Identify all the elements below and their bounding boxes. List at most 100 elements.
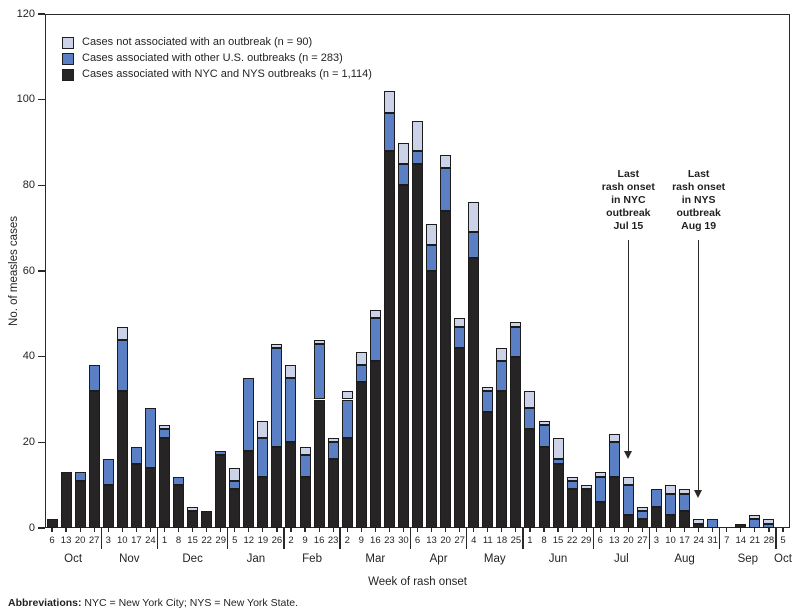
- month-label: Aug: [674, 553, 695, 565]
- week-tick: [163, 528, 166, 532]
- bar-segment: [693, 523, 705, 528]
- legend-item: Cases not associated with an outbreak (n…: [62, 36, 372, 49]
- bar-segment: [383, 151, 395, 528]
- bar-segment: [313, 399, 325, 528]
- bar-segment: [608, 442, 620, 477]
- week-tick: [726, 528, 728, 532]
- legend-item: Cases associated with other U.S. outbrea…: [62, 52, 372, 65]
- bar-segment: [608, 433, 620, 443]
- bar-segment: [229, 468, 241, 481]
- y-axis-tick: [38, 527, 45, 529]
- bar-segment: [440, 155, 452, 169]
- footnote-text: NYC = New York City; NYS = New York Stat…: [81, 597, 299, 609]
- bar-segment: [440, 211, 452, 528]
- bar-segment: [285, 378, 297, 443]
- week-label: 17: [131, 535, 142, 546]
- week-tick: [220, 528, 222, 532]
- bar-segment: [679, 510, 691, 528]
- week-tick: [712, 528, 714, 532]
- week-label: 24: [693, 535, 704, 546]
- week-label: 31: [707, 535, 718, 546]
- week-tick: [304, 528, 306, 532]
- week-label: 20: [623, 535, 634, 546]
- bar-segment: [257, 420, 269, 439]
- bar-segment: [608, 476, 620, 528]
- month-label: Dec: [182, 553, 203, 565]
- bar-segment: [341, 390, 353, 400]
- week-label: 4: [471, 535, 477, 546]
- annotation-arrowhead-icon: [694, 490, 703, 499]
- bar-segment: [510, 356, 522, 528]
- y-axis-tick-label: 40: [22, 350, 35, 363]
- bar-segment: [566, 489, 578, 528]
- bar-segment: [496, 348, 508, 361]
- week-tick: [360, 528, 362, 532]
- y-axis-tick-label: 120: [16, 7, 35, 20]
- week-tick: [445, 528, 447, 532]
- week-tick: [487, 528, 489, 532]
- bar-segment: [580, 485, 592, 490]
- week-label: 13: [426, 535, 437, 546]
- bar-segment: [383, 112, 395, 152]
- y-axis-tick: [38, 355, 45, 358]
- bar-segment: [412, 151, 423, 164]
- bar-segment: [144, 408, 156, 469]
- bar-segment: [313, 339, 325, 344]
- month-separator-tick: [775, 528, 777, 549]
- bar-segment: [566, 480, 578, 490]
- bar-segment: [116, 326, 128, 340]
- bar-segment: [594, 476, 606, 503]
- week-tick: [65, 528, 67, 532]
- bar-segment: [665, 515, 677, 528]
- week-tick: [571, 528, 573, 532]
- week-label: 10: [117, 535, 128, 546]
- week-tick: [782, 528, 784, 532]
- week-label: 8: [541, 535, 547, 546]
- bar-segment: [397, 163, 409, 186]
- week-tick: [402, 528, 405, 532]
- bar-segment: [735, 523, 747, 528]
- bar-segment: [749, 519, 761, 528]
- week-tick: [627, 528, 629, 532]
- bar-segment: [271, 446, 283, 528]
- bar-segment: [116, 390, 128, 528]
- month-separator-tick: [648, 528, 651, 549]
- week-tick: [206, 528, 208, 532]
- week-label: 22: [566, 535, 578, 546]
- week-tick: [346, 528, 348, 532]
- week-label: 23: [384, 535, 395, 546]
- bar-segment: [397, 185, 409, 528]
- bar-segment: [271, 348, 283, 447]
- bar-segment: [102, 485, 114, 528]
- annotation-line: rash onset: [672, 181, 726, 193]
- bar-segment: [215, 455, 227, 528]
- bar-segment: [482, 412, 494, 528]
- week-tick: [135, 528, 137, 532]
- bar-segment: [482, 390, 494, 413]
- month-label: Jan: [246, 553, 266, 565]
- bar-segment: [665, 493, 677, 516]
- annotation-text: Last rash onset in NYS outbreak Aug 19: [654, 168, 744, 233]
- legend-item-label: Cases associated with NYC and NYS outbre…: [82, 68, 372, 80]
- bar-segment: [341, 399, 353, 439]
- bar-segment: [116, 339, 128, 391]
- annotation-line: in NYC: [611, 194, 646, 206]
- bar-segment: [510, 326, 522, 357]
- bar-segment: [173, 476, 185, 486]
- week-label: 11: [482, 535, 493, 546]
- y-axis-tick-label: 60: [22, 264, 35, 277]
- bar-segment: [552, 459, 564, 464]
- bar-segment: [327, 438, 339, 443]
- bar-segment: [158, 429, 170, 439]
- bar-segment: [622, 476, 634, 486]
- week-tick: [655, 528, 658, 532]
- y-axis-tick: [38, 441, 45, 444]
- month-label: Apr: [429, 553, 448, 565]
- bar-segment: [299, 455, 311, 477]
- week-label: 27: [88, 535, 100, 546]
- week-label: 28: [763, 535, 775, 546]
- bar-segment: [524, 390, 536, 409]
- bar-segment: [257, 476, 269, 528]
- y-axis-tick-label: 20: [22, 435, 35, 448]
